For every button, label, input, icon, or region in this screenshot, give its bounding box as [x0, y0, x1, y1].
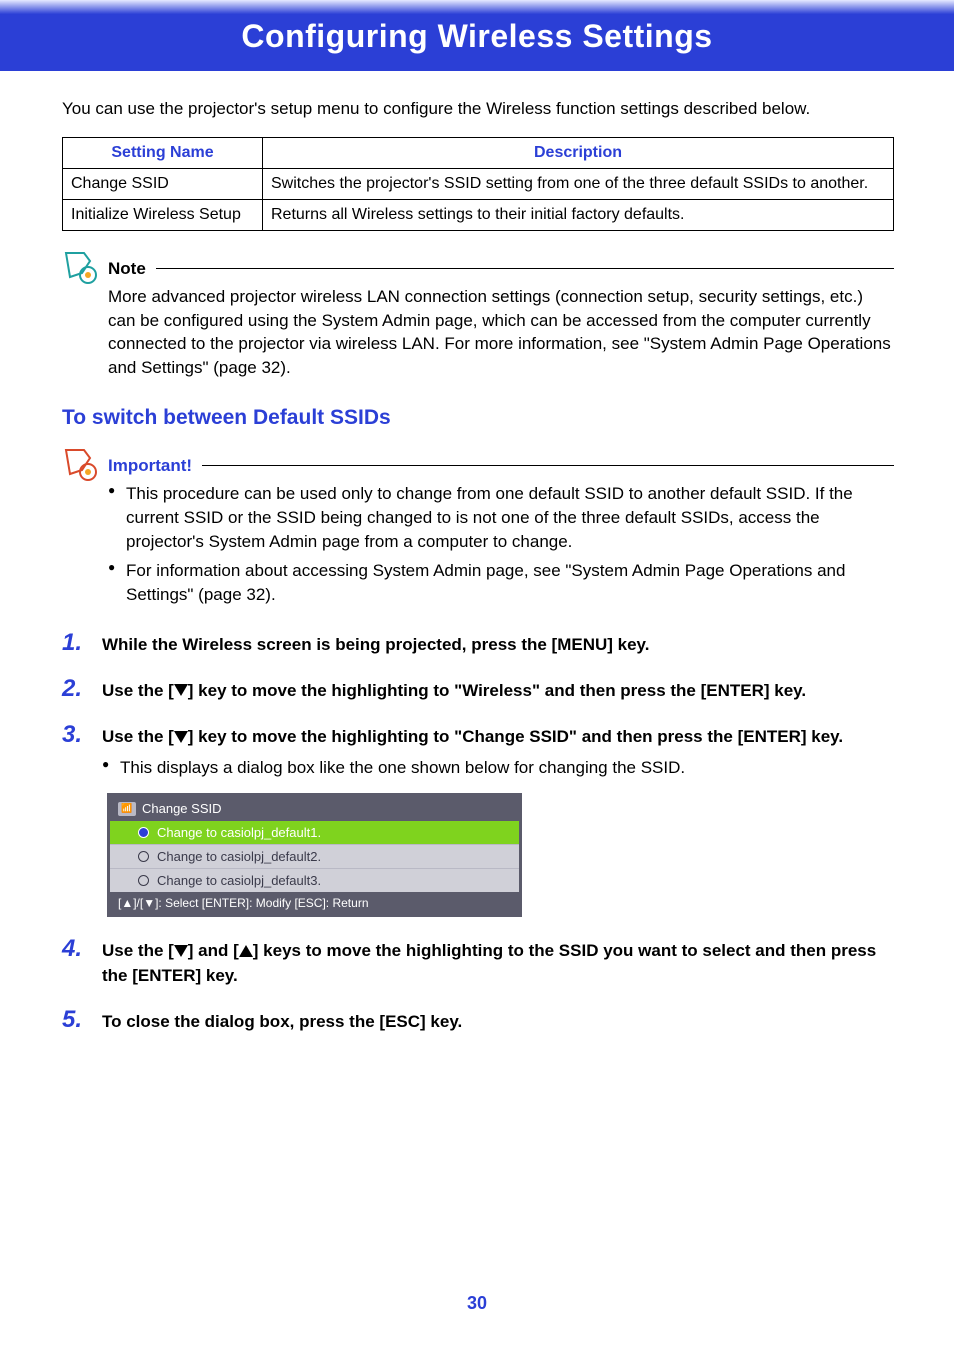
up-arrow-icon — [239, 940, 253, 964]
cell-setting-desc: Switches the projector's SSID setting fr… — [263, 168, 894, 199]
important-bullet: This procedure can be used only to chang… — [108, 482, 894, 553]
divider-line — [156, 268, 894, 269]
important-bullet: For information about accessing System A… — [108, 559, 894, 607]
important-icon — [62, 444, 102, 484]
step-fragment: Use the [ — [102, 941, 174, 960]
step-item: Use the [ ] key to move the highlighting … — [62, 725, 894, 917]
step-text: Use the [ ] key to move the highlighting … — [102, 679, 894, 703]
dialog-screenshot: 📶 Change SSID Change to casiolpj_default… — [107, 793, 894, 917]
down-arrow-icon — [174, 679, 188, 703]
section-heading: To switch between Default SSIDs — [62, 406, 894, 430]
step-fragment: ] key to move the highlighting to "Chang… — [188, 727, 843, 746]
step-item: Use the [] and [] keys to move the highl… — [62, 939, 894, 987]
important-header: Important! — [108, 456, 894, 476]
radio-selected-icon — [138, 827, 149, 838]
step-text: To close the dialog box, press the [ESC]… — [102, 1010, 894, 1034]
wifi-icon: 📶 — [118, 802, 136, 816]
note-label: Note — [108, 259, 146, 279]
cell-setting-name: Initialize Wireless Setup — [63, 199, 263, 230]
page-title: Configuring Wireless Settings — [0, 0, 954, 71]
steps-list: While the Wireless screen is being proje… — [62, 633, 894, 1033]
step-text: Use the [] and [] keys to move the highl… — [102, 939, 894, 987]
settings-table: Setting Name Description Change SSID Swi… — [62, 137, 894, 231]
step-item: Use the [ ] key to move the highlighting … — [62, 679, 894, 703]
table-row: Change SSID Switches the projector's SSI… — [63, 168, 894, 199]
dialog-footer: [▲]/[▼]: Select [ENTER]: Modify [ESC]: R… — [110, 892, 519, 914]
col-header-desc: Description — [263, 137, 894, 168]
dialog-option-selected: Change to casiolpj_default1. — [110, 821, 519, 845]
step-item: To close the dialog box, press the [ESC]… — [62, 1010, 894, 1034]
note-icon — [62, 247, 102, 287]
step-sub-bullet: This displays a dialog box like the one … — [102, 756, 894, 780]
cell-setting-name: Change SSID — [63, 168, 263, 199]
step-fragment: Use the [ — [102, 727, 174, 746]
dialog-titlebar: 📶 Change SSID — [110, 796, 519, 821]
table-row: Initialize Wireless Setup Returns all Wi… — [63, 199, 894, 230]
step-text: While the Wireless screen is being proje… — [102, 633, 894, 657]
step-fragment: ] and [ — [188, 941, 239, 960]
content-area: You can use the projector's setup menu t… — [0, 71, 954, 1033]
change-ssid-dialog: 📶 Change SSID Change to casiolpj_default… — [107, 793, 522, 917]
radio-icon — [138, 851, 149, 862]
dialog-option: Change to casiolpj_default3. — [110, 869, 519, 892]
important-callout: Important! This procedure can be used on… — [62, 456, 894, 607]
page-number: 30 — [0, 1293, 954, 1314]
step-item: While the Wireless screen is being proje… — [62, 633, 894, 657]
dialog-option-label: Change to casiolpj_default1. — [157, 825, 321, 840]
down-arrow-icon — [174, 726, 188, 750]
divider-line — [202, 465, 894, 466]
note-callout: Note More advanced projector wireless LA… — [62, 259, 894, 380]
dialog-option: Change to casiolpj_default2. — [110, 845, 519, 869]
step-fragment: ] key to move the highlighting to "Wirel… — [188, 681, 806, 700]
dialog-options: Change to casiolpj_default1. Change to c… — [110, 821, 519, 892]
step-text: Use the [ ] key to move the highlighting … — [102, 725, 894, 749]
dialog-option-label: Change to casiolpj_default3. — [157, 873, 321, 888]
intro-text: You can use the projector's setup menu t… — [62, 97, 894, 121]
dialog-title-text: Change SSID — [142, 801, 222, 816]
important-body: This procedure can be used only to chang… — [108, 482, 894, 607]
radio-icon — [138, 875, 149, 886]
step-fragment: Use the [ — [102, 681, 174, 700]
important-label: Important! — [108, 456, 192, 476]
table-header-row: Setting Name Description — [63, 137, 894, 168]
cell-setting-desc: Returns all Wireless settings to their i… — [263, 199, 894, 230]
note-body: More advanced projector wireless LAN con… — [108, 285, 894, 380]
dialog-option-label: Change to casiolpj_default2. — [157, 849, 321, 864]
down-arrow-icon — [174, 940, 188, 964]
note-header: Note — [108, 259, 894, 279]
col-header-name: Setting Name — [63, 137, 263, 168]
